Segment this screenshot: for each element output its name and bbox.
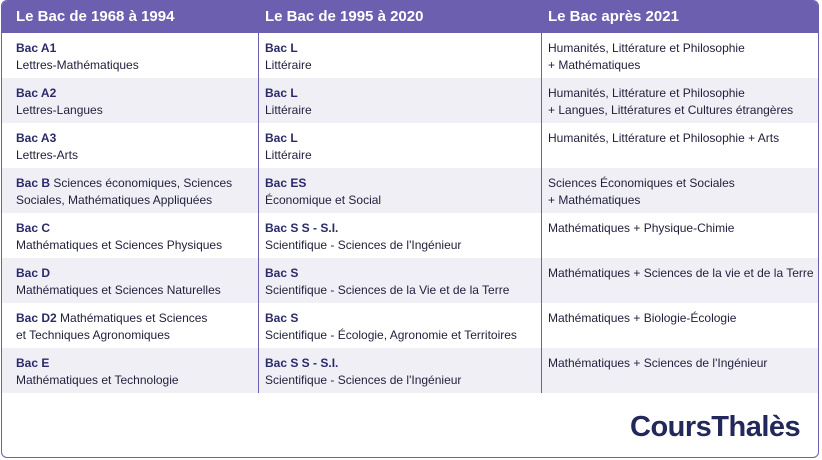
cours-thales-logo: CoursThalès	[630, 411, 801, 444]
specialty-line-1: Humanités, Littérature et Philosophie + …	[548, 131, 780, 145]
bac-name: Bac A1	[16, 41, 57, 55]
bac-name: Bac S	[265, 266, 299, 280]
cell-bac-1968-1994: Bac A3 Lettres-Arts	[16, 130, 78, 163]
bac-description: Sociales, Mathématiques Appliquées	[16, 192, 213, 207]
cell-bac-after-2021: Mathématiques + Sciences de l'Ingénieur	[548, 355, 767, 372]
bac-description: Mathématiques et Technologie	[16, 372, 179, 387]
cell-bac-1995-2020: Bac S S - S.I. Scientifique - Sciences de…	[265, 355, 461, 388]
cell-bac-1995-2020: Bac S Scientifique - Écologie, Agronomie …	[265, 310, 517, 343]
bac-description-inline: Mathématiques et Sciences	[56, 311, 208, 325]
table-row: Bac E Mathématiques et Technologie Bac S S…	[2, 348, 818, 393]
table-body: Bac A1 Lettres-Mathématiques Bac L Littérai…	[2, 33, 818, 393]
specialty-line-2: + Langues, Littératures et Cultures étra…	[548, 102, 794, 117]
bac-name: Bac C	[16, 221, 51, 235]
cell-bac-1968-1994: Bac D Mathématiques et Sciences Naturelle…	[16, 265, 221, 298]
column-divider	[541, 33, 542, 393]
cell-bac-1968-1994: Bac A1 Lettres-Mathématiques	[16, 40, 139, 73]
cell-bac-after-2021: Humanités, Littérature et Philosophie + …	[548, 130, 779, 147]
specialty-line-2: + Mathématiques	[548, 57, 641, 72]
specialty-line-1: Mathématiques + Biologie-Écologie	[548, 311, 737, 325]
specialty-line-1: Mathématiques + Physique-Chimie	[548, 221, 735, 235]
header-col-1995-2020: Le Bac de 1995 à 2020	[265, 8, 424, 25]
bac-name: Bac B	[16, 176, 51, 190]
header-col-1968-1994: Le Bac de 1968 à 1994	[16, 8, 175, 25]
cell-bac-1995-2020: Bac S S - S.I. Scientifique - Sciences de…	[265, 220, 461, 253]
cell-bac-after-2021: Mathématiques + Physique-Chimie	[548, 220, 734, 237]
cell-bac-1968-1994: Bac A2 Lettres-Langues	[16, 85, 103, 118]
bac-name: Bac D2	[16, 311, 57, 325]
bac-description: Mathématiques et Sciences Naturelles	[16, 282, 221, 297]
bac-description: Scientifique - Sciences de l'Ingénieur	[265, 372, 462, 387]
table-row: Bac C Mathématiques et Sciences Physiques…	[2, 213, 818, 258]
cell-bac-after-2021: Mathématiques + Biologie-Écologie	[548, 310, 736, 327]
cell-bac-1995-2020: Bac ES Économique et Social	[265, 175, 381, 208]
bac-description: Littéraire	[265, 147, 312, 162]
table-row: Bac B Sciences économiques, Sciences Soci…	[2, 168, 818, 213]
bac-description: Scientifique - Écologie, Agronomie et Te…	[265, 327, 517, 342]
bac-description: Littéraire	[265, 57, 312, 72]
bac-name: Bac A2	[16, 86, 57, 100]
bac-description: Scientifique - Sciences de l'Ingénieur	[265, 237, 462, 252]
table-row: Bac A2 Lettres-Langues Bac L Littéraire Huma…	[2, 78, 818, 123]
bac-name: Bac D	[16, 266, 51, 280]
cell-bac-1968-1994: Bac D2 Mathématiques et Sciences et Techn…	[16, 310, 207, 343]
bac-name: Bac S S - S.I.	[265, 356, 339, 370]
table-row: Bac D Mathématiques et Sciences Naturelle…	[2, 258, 818, 303]
cell-bac-1995-2020: Bac L Littéraire	[265, 85, 312, 118]
table-row: Bac A1 Lettres-Mathématiques Bac L Littérai…	[2, 33, 818, 78]
bac-name: Bac L	[265, 86, 298, 100]
bac-description: Scientifique - Sciences de la Vie et de …	[265, 282, 510, 297]
cell-bac-after-2021: Humanités, Littérature et Philosophie + L…	[548, 85, 793, 118]
logo-text: CoursThalès	[630, 411, 801, 443]
bac-name: Bac E	[16, 356, 50, 370]
bac-description: Lettres-Arts	[16, 147, 79, 162]
bac-description: Mathématiques et Sciences Physiques	[16, 237, 223, 252]
bac-description: Économique et Social	[265, 192, 382, 207]
specialty-line-1: Mathématiques + Sciences de l'Ingénieur	[548, 356, 768, 370]
specialty-line-1: Sciences Économiques et Sociales	[548, 176, 735, 190]
specialty-line-1: Mathématiques + Sciences de la vie et de…	[548, 266, 814, 280]
bac-description: Lettres-Mathématiques	[16, 57, 139, 72]
bac-description: Littéraire	[265, 102, 312, 117]
cell-bac-after-2021: Mathématiques + Sciences de la vie et de…	[548, 265, 814, 282]
cell-bac-1995-2020: Bac S Scientifique - Sciences de la Vie e…	[265, 265, 509, 298]
cell-bac-1995-2020: Bac L Littéraire	[265, 40, 312, 73]
column-divider	[258, 33, 259, 393]
bac-name: Bac L	[265, 131, 298, 145]
bac-name: Bac ES	[265, 176, 307, 190]
specialty-line-1: Humanités, Littérature et Philosophie	[548, 86, 745, 100]
cell-bac-1968-1994: Bac B Sciences économiques, Sciences Soci…	[16, 175, 232, 208]
cell-bac-1968-1994: Bac E Mathématiques et Technologie	[16, 355, 179, 388]
specialty-line-1: Humanités, Littérature et Philosophie	[548, 41, 745, 55]
bac-description: Lettres-Langues	[16, 102, 103, 117]
bac-description: et Techniques Agronomiques	[16, 327, 170, 342]
table-header: Le Bac de 1968 à 1994 Le Bac de 1995 à 2…	[2, 1, 818, 33]
specialty-line-2: + Mathématiques	[548, 192, 641, 207]
bac-description-inline: Sciences économiques, Sciences	[50, 176, 233, 190]
bac-name: Bac S	[265, 311, 299, 325]
cell-bac-1995-2020: Bac L Littéraire	[265, 130, 312, 163]
bac-name: Bac A3	[16, 131, 57, 145]
table-row: Bac A3 Lettres-Arts Bac L Littéraire Humanit…	[2, 123, 818, 168]
table-row: Bac D2 Mathématiques et Sciences et Techn…	[2, 303, 818, 348]
header-col-after-2021: Le Bac après 2021	[548, 8, 679, 25]
cell-bac-after-2021: Sciences Économiques et Sociales + Mathém…	[548, 175, 735, 208]
bac-name: Bac S S - S.I.	[265, 221, 339, 235]
cell-bac-after-2021: Humanités, Littérature et Philosophie + M…	[548, 40, 745, 73]
cell-bac-1968-1994: Bac C Mathématiques et Sciences Physiques	[16, 220, 222, 253]
bac-name: Bac L	[265, 41, 298, 55]
